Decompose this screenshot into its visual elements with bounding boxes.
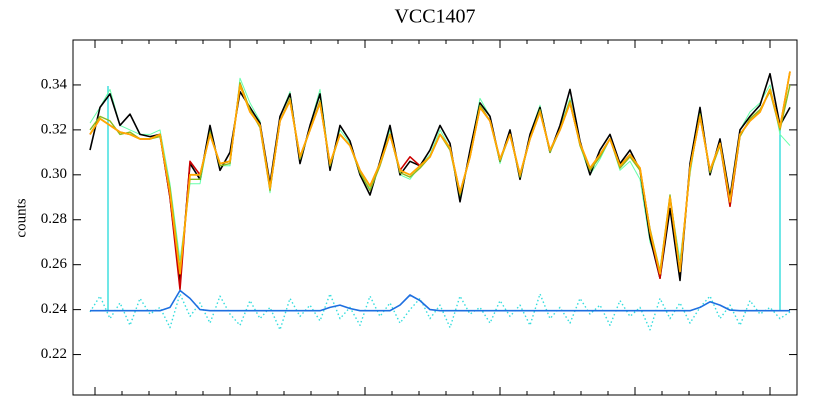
series-line <box>89 71 791 291</box>
series-line <box>89 71 791 275</box>
series-line <box>89 72 791 284</box>
y-tick-label: 0.28 <box>41 211 67 227</box>
series-line <box>89 77 791 270</box>
y-axis-label: counts <box>13 198 29 237</box>
series-line <box>89 293 791 331</box>
chart-title: VCC1407 <box>394 6 475 28</box>
y-tick-label: 0.34 <box>41 76 68 92</box>
y-tick-label: 0.24 <box>41 301 68 317</box>
y-tick-label: 0.26 <box>41 256 68 272</box>
y-tick-label: 0.22 <box>41 346 67 362</box>
series-line <box>89 82 791 273</box>
series-line <box>90 289 790 312</box>
y-tick-label: 0.32 <box>41 121 67 137</box>
y-tick-label: 0.30 <box>41 166 67 182</box>
plot-frame <box>72 39 798 396</box>
